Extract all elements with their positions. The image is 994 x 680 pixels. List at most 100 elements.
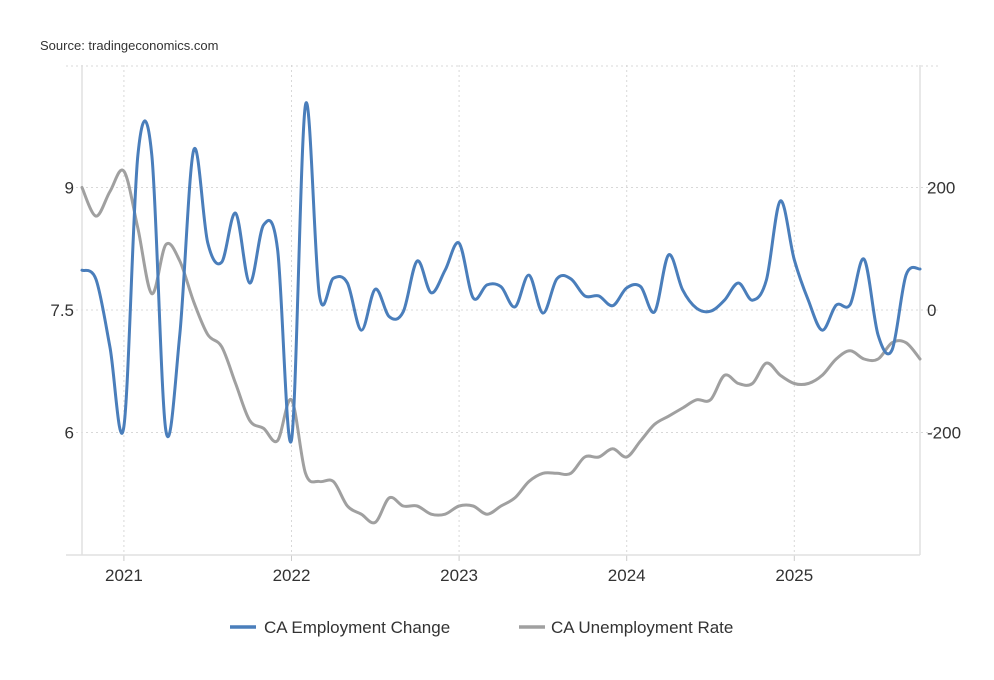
data-point[interactable] [385, 313, 393, 321]
data-point[interactable] [204, 239, 212, 247]
data-point[interactable] [427, 289, 435, 297]
data-point[interactable] [274, 245, 282, 253]
data-point[interactable] [441, 510, 449, 518]
data-point[interactable] [483, 281, 491, 289]
data-point[interactable] [343, 502, 351, 510]
data-point[interactable] [134, 151, 142, 159]
data-point[interactable] [413, 502, 421, 510]
data-point[interactable] [190, 146, 198, 154]
data-point[interactable] [301, 469, 309, 477]
data-point[interactable] [204, 331, 212, 339]
data-point[interactable] [609, 302, 617, 310]
data-point[interactable] [92, 275, 100, 283]
data-point[interactable] [707, 396, 715, 404]
data-point[interactable] [357, 326, 365, 334]
data-point[interactable] [441, 266, 449, 274]
data-point[interactable] [567, 275, 575, 283]
data-point[interactable] [525, 478, 533, 486]
data-point[interactable] [497, 502, 505, 510]
data-point[interactable] [804, 380, 812, 388]
data-point[interactable] [679, 404, 687, 412]
data-point[interactable] [162, 426, 170, 434]
data-point[interactable] [818, 326, 826, 334]
data-point[interactable] [539, 469, 547, 477]
data-point[interactable] [748, 296, 756, 304]
data-point[interactable] [595, 453, 603, 461]
data-point[interactable] [399, 502, 407, 510]
data-point[interactable] [623, 284, 631, 292]
series-line-ca-unemployment-rate[interactable] [80, 168, 922, 525]
data-point[interactable] [162, 241, 170, 249]
data-point[interactable] [78, 184, 86, 192]
data-point[interactable] [693, 304, 701, 312]
data-point[interactable] [413, 257, 421, 265]
data-point[interactable] [581, 453, 589, 461]
data-point[interactable] [78, 266, 86, 274]
data-point[interactable] [916, 265, 924, 273]
legend-label-unemployment-rate[interactable]: CA Unemployment Rate [551, 618, 733, 637]
data-point[interactable] [455, 502, 463, 510]
data-point[interactable] [315, 291, 323, 299]
data-point[interactable] [260, 221, 268, 229]
data-point[interactable] [888, 346, 896, 354]
data-point[interactable] [190, 298, 198, 306]
data-point[interactable] [371, 285, 379, 293]
data-point[interactable] [832, 301, 840, 309]
data-point[interactable] [693, 396, 701, 404]
data-point[interactable] [776, 371, 784, 379]
data-point[interactable] [92, 212, 100, 220]
data-point[interactable] [720, 296, 728, 304]
data-point[interactable] [720, 371, 728, 379]
data-point[interactable] [581, 292, 589, 300]
data-point[interactable] [483, 510, 491, 518]
data-point[interactable] [748, 380, 756, 388]
data-point[interactable] [832, 355, 840, 363]
data-point[interactable] [860, 355, 868, 363]
data-point[interactable] [776, 197, 784, 205]
data-point[interactable] [497, 283, 505, 291]
data-point[interactable] [176, 331, 184, 339]
data-point[interactable] [553, 275, 561, 283]
data-point[interactable] [665, 251, 673, 259]
data-point[interactable] [623, 453, 631, 461]
data-point[interactable] [106, 343, 114, 351]
data-point[interactable] [874, 355, 882, 363]
data-point[interactable] [232, 209, 240, 217]
data-point[interactable] [274, 437, 282, 445]
data-point[interactable] [218, 258, 226, 266]
data-point[interactable] [511, 303, 519, 311]
data-point[interactable] [469, 502, 477, 510]
data-point[interactable] [246, 416, 254, 424]
data-point[interactable] [790, 256, 798, 264]
data-point[interactable] [860, 255, 868, 263]
data-point[interactable] [902, 271, 910, 279]
data-point[interactable] [637, 283, 645, 291]
series-line-ca-employment-change[interactable] [80, 101, 922, 444]
data-point[interactable] [329, 478, 337, 486]
data-point[interactable] [288, 436, 296, 444]
data-point[interactable] [790, 380, 798, 388]
data-point[interactable] [916, 355, 924, 363]
data-point[interactable] [804, 296, 812, 304]
data-point[interactable] [176, 257, 184, 265]
data-point[interactable] [707, 307, 715, 315]
data-point[interactable] [343, 279, 351, 287]
data-point[interactable] [762, 359, 770, 367]
data-point[interactable] [232, 380, 240, 388]
data-point[interactable] [567, 469, 575, 477]
data-point[interactable] [651, 420, 659, 428]
data-point[interactable] [455, 239, 463, 247]
data-point[interactable] [385, 494, 393, 502]
data-point[interactable] [902, 339, 910, 347]
data-point[interactable] [734, 279, 742, 287]
data-point[interactable] [148, 290, 156, 298]
data-point[interactable] [846, 347, 854, 355]
data-point[interactable] [315, 478, 323, 486]
data-point[interactable] [539, 309, 547, 317]
data-point[interactable] [525, 271, 533, 279]
data-point[interactable] [818, 371, 826, 379]
data-point[interactable] [553, 469, 561, 477]
data-point[interactable] [651, 308, 659, 316]
data-point[interactable] [246, 279, 254, 287]
data-point[interactable] [329, 274, 337, 282]
